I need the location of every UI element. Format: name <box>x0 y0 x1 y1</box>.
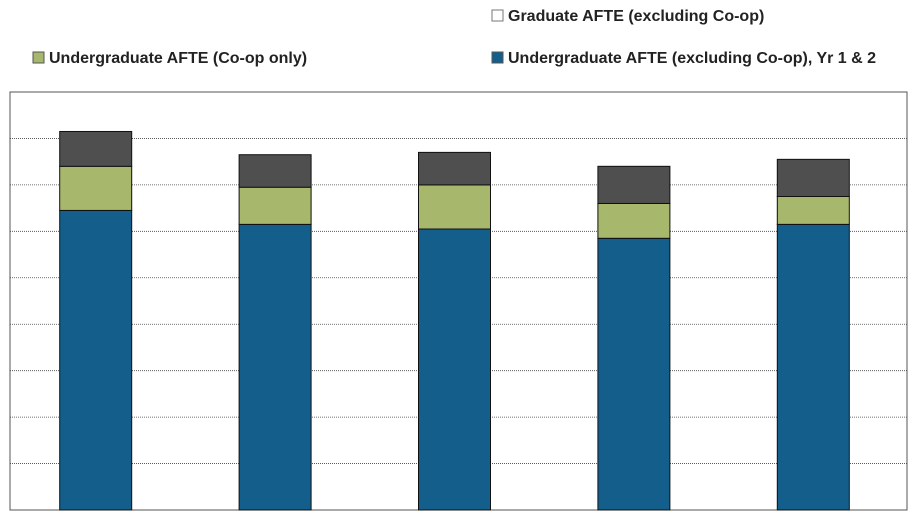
bar-segment-ug-coop <box>238 186 312 225</box>
bar-segment-ug-excl <box>418 228 491 511</box>
bar-segment-ug-excl <box>59 209 133 511</box>
bar-stack <box>238 154 312 511</box>
legend-item-graduate: Graduate AFTE (excluding Co-op) <box>491 8 764 25</box>
legend-label-ug-coop: Undergraduate AFTE (Co-op only) <box>49 50 307 67</box>
bar-segment-ug-coop <box>597 202 671 239</box>
legend-label-graduate: Graduate AFTE (excluding Co-op) <box>508 8 764 25</box>
bar-segment-graduate <box>776 158 850 198</box>
legend-item-ug-coop: Undergraduate AFTE (Co-op only) <box>32 50 307 67</box>
bar-stack <box>597 165 671 511</box>
legend-swatch-graduate <box>491 9 504 22</box>
legend-label-ug-excl: Undergraduate AFTE (excluding Co-op), Yr… <box>508 50 876 67</box>
bar-stack <box>776 158 850 511</box>
bar-segment-ug-excl <box>597 237 671 511</box>
bar-stack <box>59 130 133 511</box>
legend-swatch-ug-excl <box>491 51 504 64</box>
bars <box>59 130 850 511</box>
bar-segment-ug-excl <box>238 223 312 511</box>
legend-swatch-ug-coop <box>32 51 45 64</box>
bar-segment-graduate <box>597 165 671 204</box>
bar-segment-graduate <box>59 130 133 167</box>
bar-stack <box>418 151 491 511</box>
bar-segment-ug-coop <box>776 196 850 225</box>
bar-segment-ug-excl <box>776 223 850 511</box>
legend-item-ug-excl: Undergraduate AFTE (excluding Co-op), Yr… <box>491 50 876 67</box>
legend: Graduate AFTE (excluding Co-op) Undergra… <box>32 8 876 67</box>
bar-segment-graduate <box>418 151 491 186</box>
bar-segment-ug-coop <box>418 184 491 230</box>
bar-segment-ug-coop <box>59 165 133 211</box>
bar-segment-graduate <box>238 154 312 188</box>
